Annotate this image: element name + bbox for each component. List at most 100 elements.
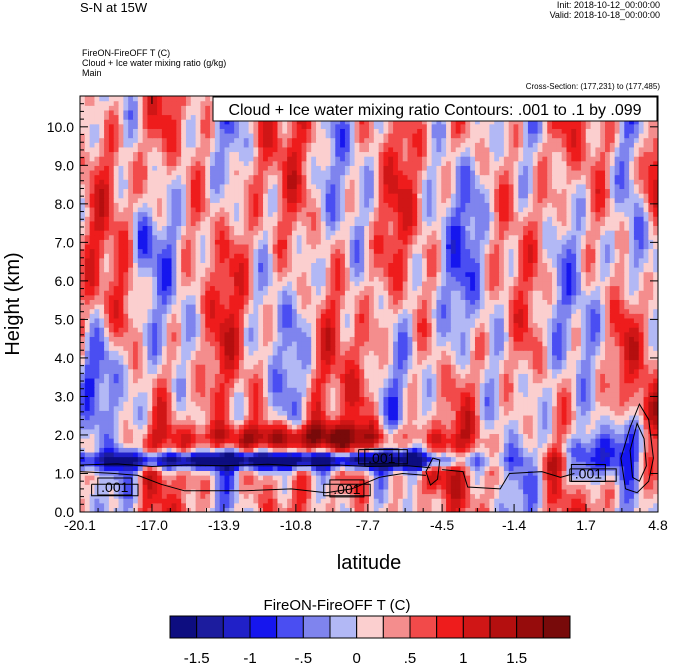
field-cell [176, 364, 182, 370]
field-cell [282, 424, 288, 430]
field-cell [94, 405, 100, 411]
field-cell [373, 419, 380, 425]
field-cell [190, 493, 197, 499]
field-cell [547, 465, 553, 471]
field-cell [195, 475, 202, 481]
field-cell [412, 447, 418, 453]
field-cell [205, 428, 211, 435]
field-cell [542, 479, 548, 485]
field-cell [316, 479, 322, 485]
field-cell [123, 470, 129, 476]
field-cell [446, 428, 452, 435]
field-cell [229, 377, 235, 384]
field-cell [359, 401, 365, 407]
field-cell [80, 419, 86, 425]
field-cell [359, 359, 365, 365]
field-cell [171, 368, 177, 374]
field-cell [552, 364, 558, 370]
field-cell [484, 451, 491, 458]
field-cell [243, 484, 250, 490]
field-cell [291, 377, 298, 384]
field-cell [335, 456, 341, 462]
field-cell [80, 479, 86, 485]
field-cell [590, 502, 596, 508]
field-cell [474, 447, 481, 453]
field-cell [176, 488, 182, 495]
field-cell [176, 327, 182, 333]
field-cell [104, 433, 110, 439]
field-cell [263, 396, 269, 402]
field-cell [412, 451, 418, 458]
field-cell [653, 322, 658, 328]
field-cell [470, 322, 476, 328]
field-cell [590, 377, 596, 384]
field-cell [253, 451, 259, 458]
field-cell [378, 377, 385, 384]
field-cell [547, 350, 553, 356]
field-cell [508, 331, 515, 337]
field-cell [248, 419, 255, 425]
field-cell [248, 359, 255, 365]
field-cell [446, 410, 452, 416]
field-cell [325, 377, 332, 384]
field-cell [142, 387, 149, 393]
field-cell [552, 438, 558, 444]
field-cell [378, 317, 385, 324]
field-cell [561, 331, 568, 337]
field-cell [99, 354, 105, 361]
field-cell [344, 405, 351, 411]
field-cell [94, 368, 100, 374]
field-cell [484, 414, 491, 421]
field-cell [532, 438, 539, 444]
field-cell [104, 442, 110, 448]
field-cell [585, 493, 592, 499]
field-cell [258, 451, 264, 458]
field-cell [190, 419, 197, 425]
field-cell [421, 322, 428, 328]
field-cell [614, 345, 621, 351]
field-cell [484, 433, 491, 439]
field-cell [330, 322, 336, 328]
field-cell [349, 465, 356, 471]
field-cell [306, 368, 312, 374]
field-cell [494, 396, 500, 402]
field-cell [128, 451, 134, 458]
field-cell [157, 350, 163, 356]
field-cell [147, 414, 153, 421]
field-cell [137, 479, 144, 485]
field-cell [287, 340, 293, 347]
field-cell [282, 414, 288, 421]
field-cell [503, 507, 510, 512]
field-cell [547, 438, 553, 444]
field-cell [542, 345, 548, 351]
field-cell [470, 488, 476, 495]
field-cell [614, 461, 621, 467]
field-cell [643, 391, 649, 398]
field-cell [653, 465, 658, 471]
field-cell [479, 340, 486, 347]
field-cell [335, 327, 341, 333]
field-cell [142, 470, 149, 476]
field-cell [590, 507, 596, 512]
field-cell [499, 470, 505, 476]
field-cell [142, 396, 149, 402]
field-cell [580, 336, 587, 342]
field-cell [80, 345, 86, 351]
field-cell [446, 382, 452, 388]
field-cell [547, 340, 553, 347]
init-time: Init: 2018-10-12_00:00:00 [556, 0, 660, 10]
field-cell [190, 470, 197, 476]
field-cell [243, 345, 250, 351]
field-cell [301, 327, 307, 333]
field-cell [137, 438, 144, 444]
field-cell [489, 475, 495, 481]
field-cell [460, 382, 466, 388]
field-cell [527, 479, 534, 485]
field-cell [200, 359, 206, 365]
field-cell [523, 465, 529, 471]
field-cell [470, 345, 476, 351]
field-cell [181, 507, 187, 512]
field-cell [166, 438, 173, 444]
field-cell [605, 447, 611, 453]
field-cell [412, 401, 418, 407]
